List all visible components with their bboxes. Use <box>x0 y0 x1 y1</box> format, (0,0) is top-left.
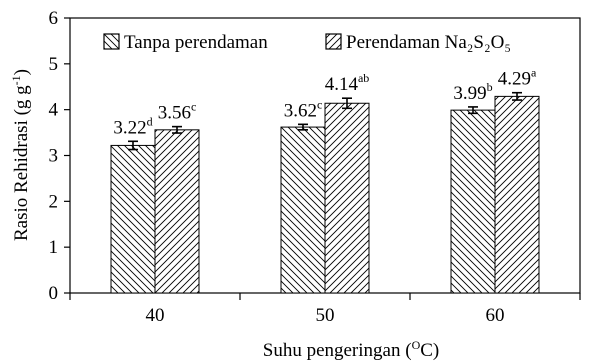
svg-text:Suhu pengeringan (OC): Suhu pengeringan (OC) <box>263 338 439 361</box>
bar-series2 <box>324 102 370 294</box>
data-label: 4.29a <box>498 66 537 90</box>
x-axis-title: Suhu pengeringan (OC) <box>263 338 439 361</box>
bar-series1 <box>450 109 496 294</box>
bar-series1 <box>110 144 156 294</box>
legend-swatch-series2 <box>325 33 342 50</box>
y-axis-title: Rasio Rehidrasi (g g-1) <box>9 69 32 241</box>
data-label: 3.99b <box>453 80 492 104</box>
svg-text:Rasio Rehidrasi (g g-1): Rasio Rehidrasi (g g-1) <box>9 69 32 241</box>
data-label-value: 3.99 <box>453 83 486 104</box>
data-label-letter: c <box>191 100 196 114</box>
legend-label-series1: Tanpa perendaman <box>124 32 268 53</box>
data-label: 3.22d <box>113 114 152 138</box>
y-tick-label: 1 <box>49 237 59 258</box>
data-label: 3.62c <box>284 97 323 121</box>
data-label: 4.14ab <box>325 71 370 95</box>
x-tick-label: 40 <box>146 305 165 326</box>
bar-series1 <box>280 126 326 294</box>
y-tick-label: 3 <box>49 146 59 167</box>
y-tick-label: 4 <box>49 100 59 121</box>
data-label-letter: d <box>147 114 153 128</box>
y-tick-label: 0 <box>49 283 59 304</box>
data-label-value: 3.62 <box>284 100 317 121</box>
legend-swatch-series1 <box>103 33 120 50</box>
bar-series2 <box>494 95 540 294</box>
data-label: 3.56c <box>158 100 197 124</box>
data-label-letter: a <box>531 66 537 80</box>
data-label-value: 4.14 <box>325 74 359 95</box>
legend: Tanpa perendaman Perendaman Na₂S₂O₅ <box>103 32 511 53</box>
legend-label-series2: Perendaman Na₂S₂O₅ <box>346 32 511 53</box>
data-label-value: 4.29 <box>498 69 531 90</box>
data-label-value: 3.22 <box>113 117 146 138</box>
data-label-letter: c <box>317 97 322 111</box>
data-label-value: 3.56 <box>158 103 191 124</box>
data-label-letter: b <box>487 80 493 94</box>
bar-series2 <box>154 129 200 294</box>
x-tick-label: 60 <box>486 305 505 326</box>
y-tick-label: 6 <box>49 8 59 29</box>
y-tick-label: 2 <box>49 191 59 212</box>
data-label-letter: ab <box>358 71 369 85</box>
y-tick-label: 5 <box>49 54 59 75</box>
x-tick-label: 50 <box>316 305 335 326</box>
